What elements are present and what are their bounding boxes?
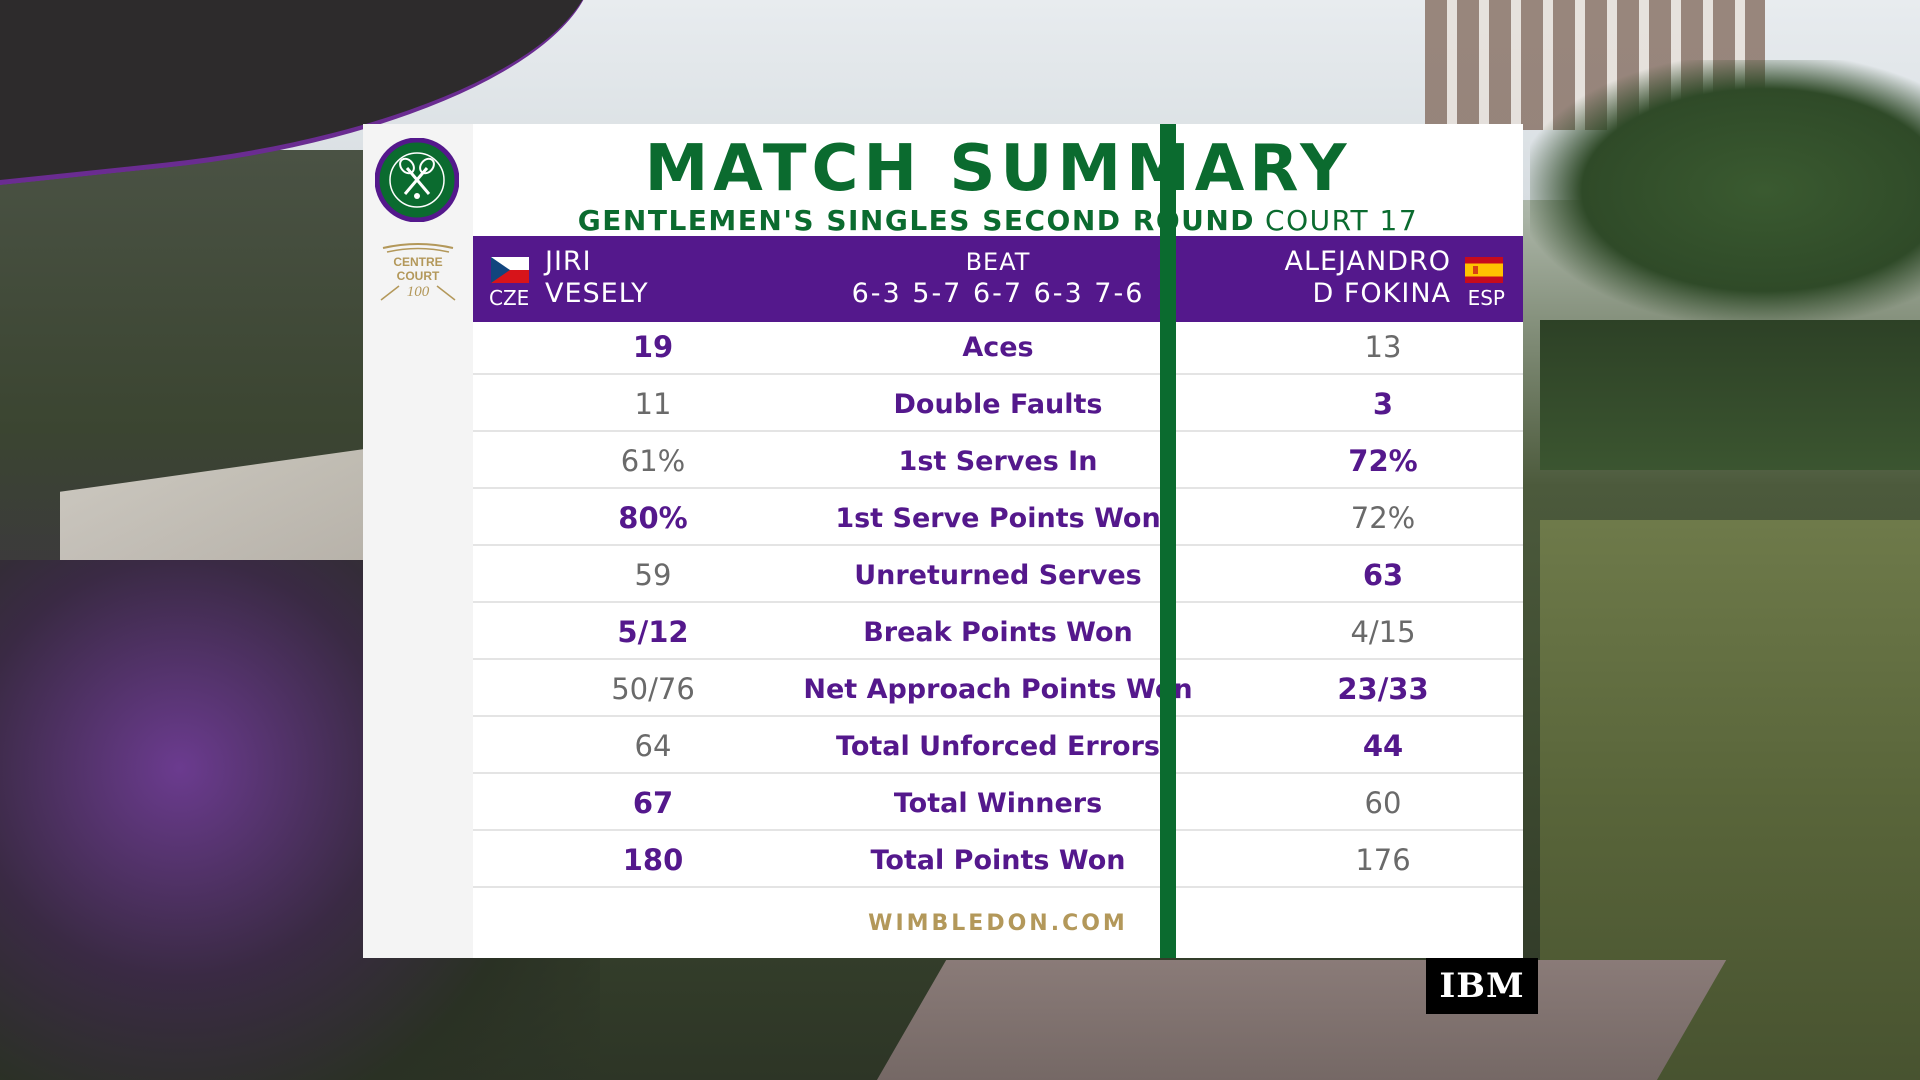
centre-court-line3: 100 <box>407 284 430 300</box>
ibm-logo: IBM <box>1426 958 1538 1014</box>
right-player-first-name: ALEJANDRO <box>1284 246 1451 277</box>
right-player-stat: 72% <box>1350 501 1416 535</box>
czech-flag-icon <box>491 257 529 283</box>
stat-label: Unreturned Serves <box>854 560 1142 591</box>
left-player-stat: 80% <box>618 501 688 535</box>
left-player-stat: 64 <box>634 729 672 763</box>
stat-row: 50/76 Net Approach Points Won 23/33 <box>473 664 1523 715</box>
stat-label: 1st Serve Points Won <box>835 503 1161 534</box>
right-player-stat: 44 <box>1362 729 1404 763</box>
centre-court-line2: COURT <box>397 269 440 283</box>
stat-label: Break Points Won <box>863 617 1133 648</box>
left-player-first-name: JIRI <box>545 246 592 277</box>
footer-url: WIMBLEDON.COM <box>868 911 1128 936</box>
right-player-stat: 72% <box>1348 444 1418 478</box>
stat-row: 59 Unreturned Serves 63 <box>473 550 1523 601</box>
stat-row: 80% 1st Serve Points Won 72% <box>473 493 1523 544</box>
page-title: MATCH SUMMARY <box>644 132 1352 206</box>
left-player-stat: 59 <box>634 558 672 592</box>
stat-label: Total Winners <box>893 788 1103 819</box>
left-player-stat: 67 <box>632 786 674 820</box>
right-player-country: ESP <box>1467 286 1505 310</box>
stat-row: 61% 1st Serves In 72% <box>473 436 1523 487</box>
right-player-stat: 176 <box>1355 843 1411 877</box>
centre-court-line1: CENTRE <box>393 255 442 269</box>
subtitle: GENTLEMEN'S SINGLES SECOND ROUND COURT 17 <box>473 196 1523 246</box>
background-path <box>853 960 1727 1080</box>
logo-column: CENTRE COURT 100 <box>363 124 473 958</box>
stat-label: Double Faults <box>893 389 1103 420</box>
right-player-stat: 23/33 <box>1337 672 1429 706</box>
right-player-stat: 63 <box>1362 558 1404 592</box>
stat-row: 67 Total Winners 60 <box>473 778 1523 829</box>
stat-row: 180 Total Points Won 176 <box>473 835 1523 886</box>
wimbledon-logo-icon <box>375 138 459 222</box>
stat-label: Total Unforced Errors <box>836 731 1160 762</box>
stat-row: 11 Double Faults 3 <box>473 379 1523 430</box>
right-player-last-name: D FOKINA <box>1312 278 1451 309</box>
players-header: CZE JIRI VESELY BEAT 6-3 5-7 6-7 6-3 7-6… <box>473 236 1523 322</box>
background-hedge <box>1540 320 1920 470</box>
stat-row: 19 Aces 13 <box>473 322 1523 373</box>
stat-row: 64 Total Unforced Errors 44 <box>473 721 1523 772</box>
result-verb: BEAT <box>965 248 1031 276</box>
green-accent-bar <box>1160 124 1176 958</box>
right-player-name: ALEJANDRO D FOKINA <box>1284 246 1451 310</box>
stat-row: 5/12 Break Points Won 4/15 <box>473 607 1523 658</box>
right-player-stat: 13 <box>1364 330 1402 364</box>
right-player-stat: 4/15 <box>1350 615 1416 649</box>
left-player-country: CZE <box>489 286 530 310</box>
left-player-stat: 5/12 <box>617 615 689 649</box>
left-player-stat: 180 <box>622 843 684 877</box>
match-summary-panel: CENTRE COURT 100 MATCH SUMMARY GENTLEMEN… <box>363 124 1523 958</box>
right-player-stat: 3 <box>1372 387 1394 421</box>
left-player-stat: 61% <box>620 444 686 478</box>
match-result: BEAT 6-3 5-7 6-7 6-3 7-6 <box>773 246 1223 310</box>
spanish-flag-icon <box>1465 257 1503 283</box>
stat-label: 1st Serves In <box>898 446 1098 477</box>
left-player-stat: 50/76 <box>611 672 695 706</box>
stat-label: Net Approach Points Won <box>803 674 1193 705</box>
event-name: GENTLEMEN'S SINGLES SECOND ROUND <box>577 204 1256 237</box>
stat-label: Aces <box>962 332 1034 363</box>
right-player-stat: 60 <box>1364 786 1402 820</box>
left-player-stat: 19 <box>632 330 674 364</box>
court-name: COURT 17 <box>1265 204 1419 237</box>
match-score: 6-3 5-7 6-7 6-3 7-6 <box>851 278 1145 309</box>
left-player-name: JIRI VESELY <box>545 246 649 310</box>
left-player-stat: 11 <box>634 387 672 421</box>
stats-table: 19 Aces 13 11 Double Faults 3 61% 1st Serves In… <box>473 322 1523 892</box>
left-player-last-name: VESELY <box>545 278 649 309</box>
centre-court-100-logo-icon: CENTRE COURT 100 <box>380 243 456 301</box>
stat-label: Total Points Won <box>870 845 1126 876</box>
background-trees <box>1530 60 1920 320</box>
